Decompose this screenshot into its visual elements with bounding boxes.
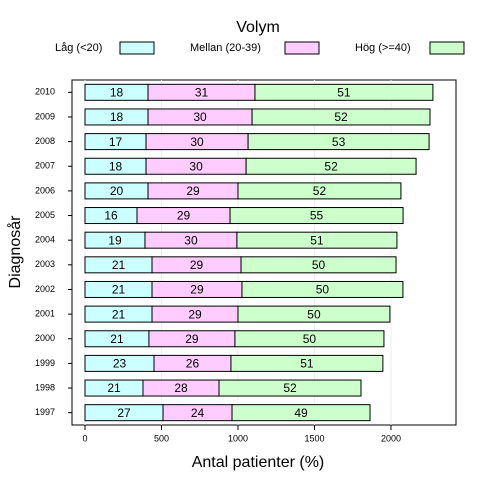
data-label: 50	[303, 332, 317, 346]
data-label: 17	[109, 135, 123, 149]
data-label: 28	[174, 381, 188, 395]
data-label: 51	[300, 357, 314, 371]
legend-label: Låg (<20)	[55, 42, 102, 54]
y-tick-label: 2010	[35, 87, 55, 97]
data-label: 30	[193, 110, 207, 124]
y-tick-label: 1997	[35, 407, 55, 417]
data-label: 50	[316, 283, 330, 297]
y-tick-label: 2000	[35, 333, 55, 343]
y-tick-label: 2008	[35, 136, 55, 146]
data-label: 29	[190, 283, 204, 297]
data-label: 24	[191, 406, 205, 420]
data-label: 20	[110, 184, 124, 198]
y-tick-label: 2005	[35, 210, 55, 220]
bar-segment	[234, 330, 385, 348]
data-label: 29	[185, 332, 199, 346]
x-tick-label: 0	[82, 433, 87, 443]
bar-segment	[240, 256, 397, 274]
x-axis-label: Antal patienter (%)	[192, 454, 325, 471]
bar-segment	[251, 108, 431, 126]
plot-frame	[71, 79, 457, 426]
data-label: 49	[294, 406, 308, 420]
data-label: 30	[190, 135, 204, 149]
data-label: 29	[190, 258, 204, 272]
x-tick-label: 1000	[228, 433, 248, 443]
y-tick-label: 2003	[35, 259, 55, 269]
y-tick-label: 1999	[35, 358, 55, 368]
data-label: 21	[112, 283, 126, 297]
data-label: 21	[107, 381, 121, 395]
data-label: 18	[110, 110, 124, 124]
bar-segment	[236, 231, 398, 249]
bar-segment	[229, 207, 404, 225]
y-tick-label: 2009	[35, 111, 55, 121]
data-label: 52	[324, 159, 338, 173]
legend-title: Volym	[236, 19, 280, 36]
legend-label: Hög (>=40)	[355, 42, 411, 54]
bar-segment	[254, 83, 434, 101]
bar-segment	[237, 182, 402, 200]
data-label: 52	[334, 110, 348, 124]
data-label: 21	[112, 307, 126, 321]
legend-swatch	[284, 41, 320, 55]
bar-segment	[218, 379, 362, 397]
data-label: 50	[312, 258, 326, 272]
data-label: 19	[108, 233, 122, 247]
data-label: 18	[110, 85, 124, 99]
x-tick-label: 500	[154, 433, 169, 443]
y-tick-label: 2007	[35, 161, 55, 171]
bar-segment	[237, 305, 391, 323]
legend-swatch	[429, 41, 465, 55]
bar-segment	[231, 404, 371, 422]
data-label: 30	[184, 233, 198, 247]
data-label: 16	[104, 209, 118, 223]
data-label: 29	[188, 307, 202, 321]
y-tick-label: 1998	[35, 382, 55, 392]
legend-swatch	[119, 41, 155, 55]
data-label: 21	[110, 332, 124, 346]
x-tick-label: 1500	[304, 433, 324, 443]
bar-segment	[247, 133, 430, 151]
y-tick-label: 2002	[35, 284, 55, 294]
data-label: 51	[337, 85, 351, 99]
y-tick-label: 2004	[35, 235, 55, 245]
data-label: 52	[313, 184, 327, 198]
y-tick-label: 2006	[35, 185, 55, 195]
bar-segment	[241, 280, 404, 298]
data-label: 52	[283, 381, 297, 395]
bar-segment	[245, 157, 417, 175]
legend-label: Mellan (20-39)	[190, 42, 261, 54]
data-label: 18	[109, 159, 123, 173]
bar-segment	[230, 354, 384, 372]
data-label: 30	[189, 159, 203, 173]
y-axis-label: Diagnosår	[6, 215, 24, 289]
data-label: 51	[310, 233, 324, 247]
data-label: 23	[113, 357, 127, 371]
x-tick-label: 2000	[381, 433, 401, 443]
data-label: 29	[177, 209, 191, 223]
data-label: 31	[195, 85, 209, 99]
data-label: 21	[112, 258, 126, 272]
data-label: 27	[117, 406, 131, 420]
data-label: 55	[310, 209, 324, 223]
data-label: 26	[186, 357, 200, 371]
y-tick-label: 2001	[35, 308, 55, 318]
data-label: 29	[186, 184, 200, 198]
data-label: 53	[332, 135, 346, 149]
data-label: 50	[307, 307, 321, 321]
